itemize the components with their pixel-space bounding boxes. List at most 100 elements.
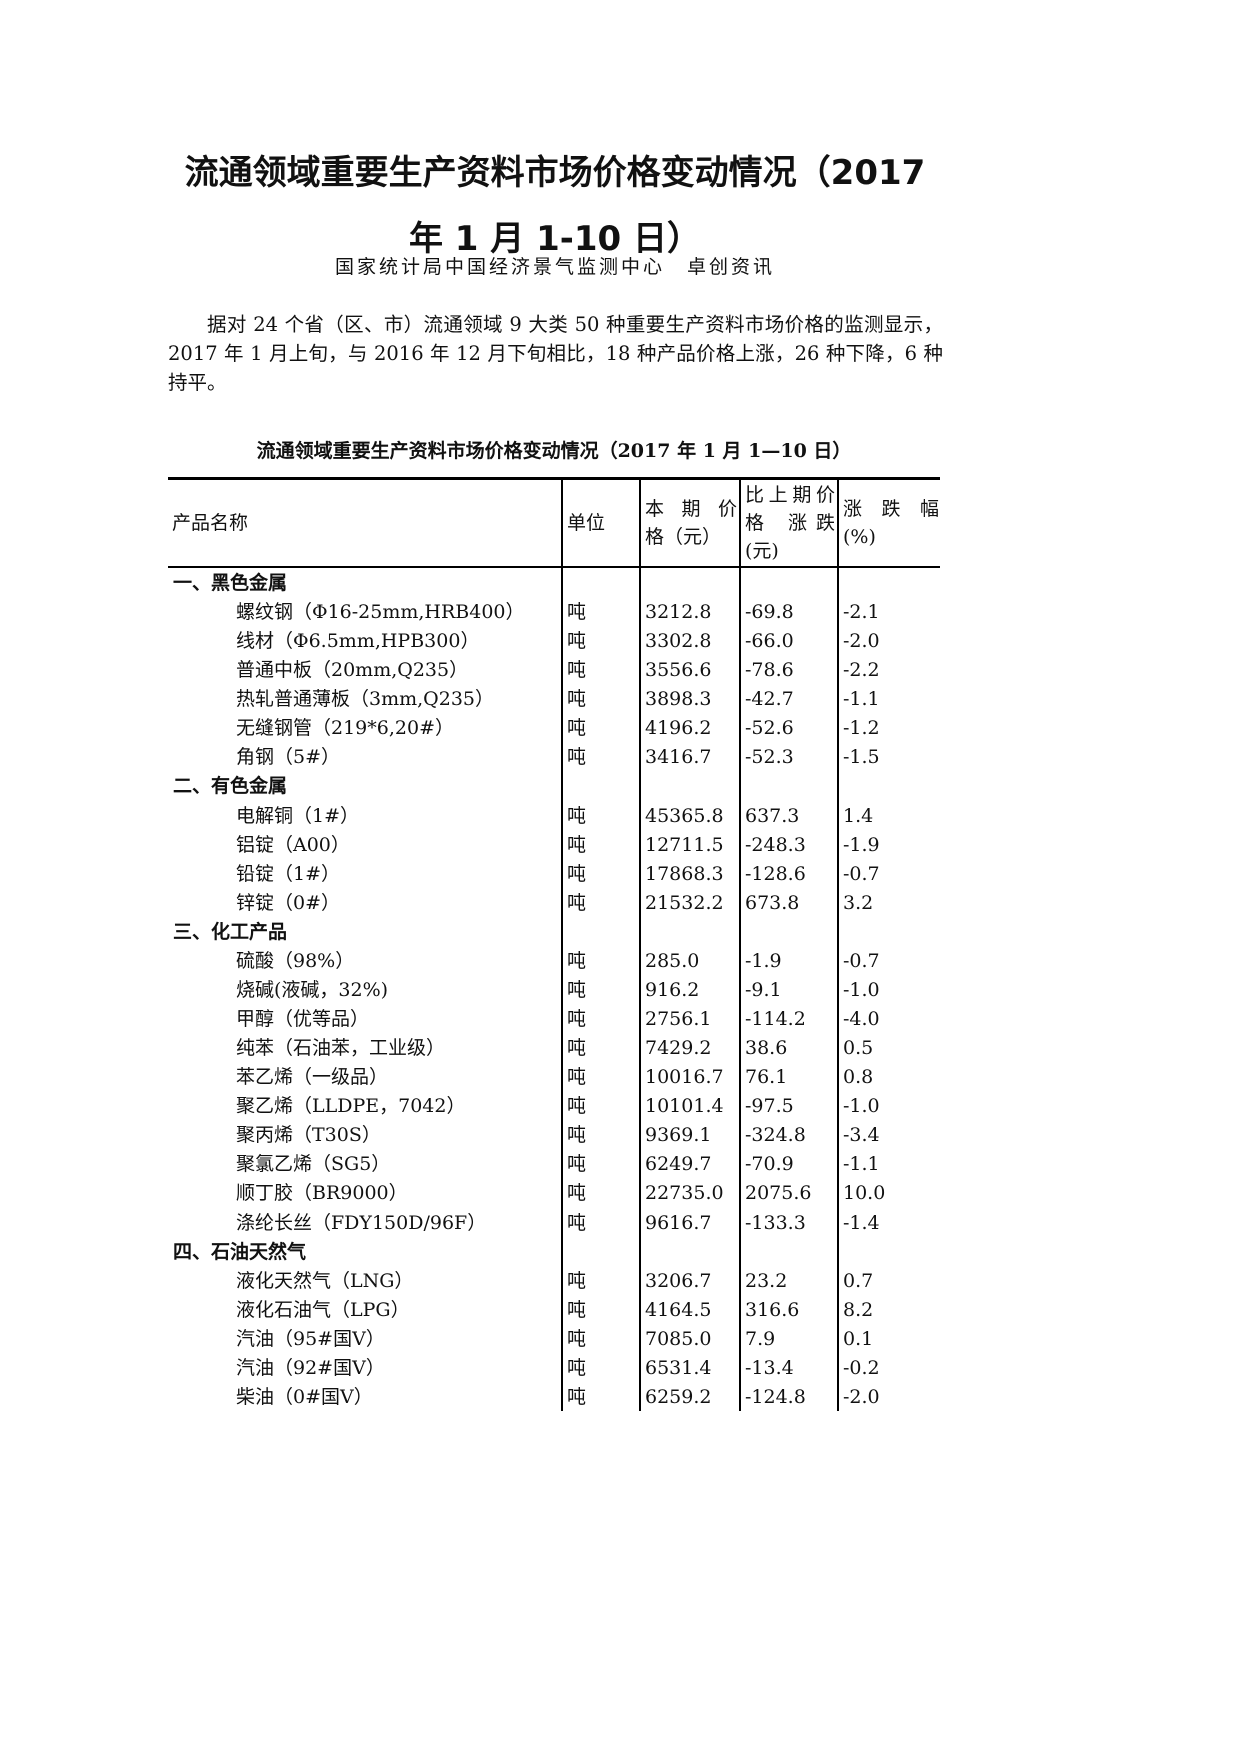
product-name: 甲醇（优等品）: [236, 1008, 370, 1031]
change-percent: -1.0: [843, 978, 880, 1001]
current-price: 285.0: [645, 949, 700, 972]
header-name: 产品名称: [172, 512, 249, 534]
price-change: -70.9: [745, 1153, 794, 1176]
current-price: 12711.5: [645, 833, 724, 856]
unit: 吨: [567, 978, 587, 1001]
category-row: 三、化工产品: [168, 918, 940, 947]
current-price: 3206.7: [645, 1269, 712, 1292]
price-change: -9.1: [745, 978, 782, 1001]
price-change: -324.8: [745, 1124, 806, 1147]
change-percent: -3.4: [843, 1124, 880, 1147]
table-row: 聚丙烯（T30S） 吨 9369.1 -324.8 -3.4: [168, 1121, 940, 1150]
table-row: 锌锭（0#） 吨 21532.2 673.8 3.2: [168, 889, 940, 918]
column-divider: [639, 479, 641, 1411]
current-price: 3556.6: [645, 659, 712, 682]
current-price: 6249.7: [645, 1153, 712, 1176]
table-row: 热轧普通薄板（3mm,Q235） 吨 3898.3 -42.7 -1.1: [168, 685, 940, 714]
product-name: 普通中板（20mm,Q235）: [236, 659, 469, 682]
current-price: 3898.3: [645, 688, 712, 711]
table-row: 电解铜（1#） 吨 45365.8 637.3 1.4: [168, 802, 940, 831]
table-row: 液化天然气（LNG） 吨 3206.7 23.2 0.7: [168, 1267, 940, 1296]
category-label: 一、黑色金属: [173, 572, 288, 594]
price-change: -13.4: [745, 1356, 794, 1379]
unit: 吨: [567, 1385, 587, 1408]
unit: 吨: [567, 1269, 587, 1292]
price-change: 7.9: [745, 1327, 776, 1350]
price-change: -1.9: [745, 949, 782, 972]
unit: 吨: [567, 1153, 587, 1176]
table-row: 角钢（5#） 吨 3416.7 -52.3 -1.5: [168, 743, 940, 772]
unit: 吨: [567, 1124, 587, 1147]
change-percent: -1.2: [843, 717, 880, 740]
table-row: 螺纹钢（Φ16-25mm,HRB400） 吨 3212.8 -69.8 -2.1: [168, 598, 940, 627]
table-row: 汽油（92#国Ⅴ） 吨 6531.4 -13.4 -0.2: [168, 1354, 940, 1383]
product-name: 涤纶长丝（FDY150D/96F）: [236, 1211, 487, 1234]
table-row: 聚氯乙烯（SG5） 吨 6249.7 -70.9 -1.1: [168, 1150, 940, 1179]
change-percent: 0.7: [843, 1269, 874, 1292]
product-name: 电解铜（1#）: [236, 804, 360, 827]
current-price: 6531.4: [645, 1356, 712, 1379]
unit: 吨: [567, 891, 587, 914]
product-name: 烧碱(液碱，32%): [236, 978, 389, 1001]
change-percent: 0.8: [843, 1066, 874, 1089]
current-price: 10016.7: [645, 1066, 724, 1089]
unit: 吨: [567, 862, 587, 885]
table-row: 无缝钢管（219*6,20#） 吨 4196.2 -52.6 -1.2: [168, 714, 940, 743]
table-row: 苯乙烯（一级品） 吨 10016.7 76.1 0.8: [168, 1063, 940, 1092]
unit: 吨: [567, 1095, 587, 1118]
unit: 吨: [567, 1182, 587, 1205]
change-percent: 8.2: [843, 1298, 874, 1321]
price-change: -69.8: [745, 601, 794, 624]
table-row: 液化石油气（LPG） 吨 4164.5 316.6 8.2: [168, 1296, 940, 1325]
change-percent: 3.2: [843, 891, 874, 914]
header-change: 比上期价 格 涨跌(元): [745, 484, 835, 562]
product-name: 聚氯乙烯（SG5）: [236, 1153, 391, 1176]
current-price: 4164.5: [645, 1298, 712, 1321]
price-change: 76.1: [745, 1066, 788, 1089]
unit: 吨: [567, 833, 587, 856]
unit: 吨: [567, 1356, 587, 1379]
change-percent: -1.9: [843, 833, 880, 856]
unit: 吨: [567, 688, 587, 711]
current-price: 3302.8: [645, 630, 712, 653]
unit: 吨: [567, 804, 587, 827]
product-name: 聚乙烯（LLDPE，7042）: [236, 1095, 466, 1118]
summary-paragraph: 据对 24 个省（区、市）流通领域 9 大类 50 种重要生产资料市场价格的监测…: [168, 313, 943, 394]
price-change: -78.6: [745, 659, 794, 682]
unit: 吨: [567, 746, 587, 769]
table-row: 涤纶长丝（FDY150D/96F） 吨 9616.7 -133.3 -1.4: [168, 1209, 940, 1238]
current-price: 916.2: [645, 978, 700, 1001]
title-line-1: 流通领域重要生产资料市场价格变动情况（2017: [184, 153, 926, 193]
table-header-rule: [168, 566, 940, 568]
price-change: -124.8: [745, 1385, 806, 1408]
change-percent: -0.7: [843, 949, 880, 972]
table-top-rule: [168, 477, 940, 480]
change-percent: -0.7: [843, 862, 880, 885]
change-percent: -2.1: [843, 601, 880, 624]
product-name: 铝锭（A00）: [236, 833, 350, 856]
product-name: 线材（Φ6.5mm,HPB300）: [236, 630, 480, 653]
current-price: 4196.2: [645, 717, 712, 740]
table-row: 汽油（95#国Ⅴ） 吨 7085.0 7.9 0.1: [168, 1325, 940, 1354]
table-row: 烧碱(液碱，32%) 吨 916.2 -9.1 -1.0: [168, 976, 940, 1005]
column-divider: [739, 479, 741, 1411]
table-row: 顺丁胶（BR9000） 吨 22735.0 2075.6 10.0: [168, 1179, 940, 1208]
category-label: 四、石油天然气: [173, 1240, 307, 1263]
change-percent: -1.5: [843, 746, 880, 769]
current-price: 3416.7: [645, 746, 712, 769]
header-pct: 涨 跌 幅(%): [843, 498, 939, 548]
product-name: 苯乙烯（一级品）: [236, 1066, 389, 1089]
column-divider: [561, 479, 563, 1411]
product-name: 汽油（95#国Ⅴ）: [236, 1327, 385, 1350]
table-row: 线材（Φ6.5mm,HPB300） 吨 3302.8 -66.0 -2.0: [168, 627, 940, 656]
table-row: 柴油（0#国Ⅴ） 吨 6259.2 -124.8 -2.0: [168, 1383, 940, 1412]
product-name: 纯苯（石油苯，工业级）: [236, 1037, 446, 1060]
current-price: 6259.2: [645, 1385, 712, 1408]
price-change: -133.3: [745, 1211, 806, 1234]
current-price: 22735.0: [645, 1182, 724, 1205]
change-percent: -1.0: [843, 1095, 880, 1118]
unit: 吨: [567, 717, 587, 740]
source-line: 国家统计局中国经济景气监测中心 卓创资讯: [334, 256, 775, 278]
column-divider: [837, 479, 839, 1411]
product-name: 液化天然气（LNG）: [236, 1269, 414, 1292]
